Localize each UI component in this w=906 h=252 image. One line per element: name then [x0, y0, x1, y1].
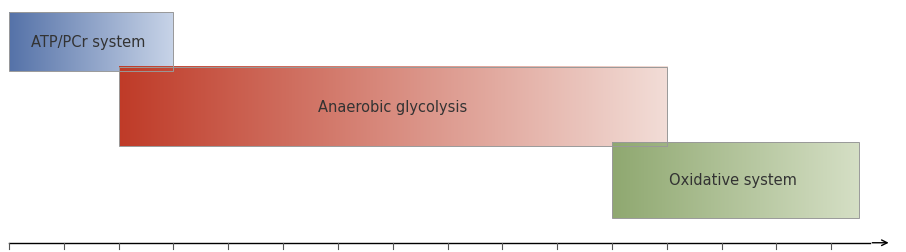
Bar — [9, 13, 173, 72]
Text: Anaerobic glycolysis: Anaerobic glycolysis — [318, 100, 467, 115]
Text: ATP/PCr system: ATP/PCr system — [31, 35, 145, 50]
Bar — [119, 68, 667, 147]
Text: Oxidative system: Oxidative system — [669, 173, 796, 188]
Bar — [612, 143, 859, 218]
